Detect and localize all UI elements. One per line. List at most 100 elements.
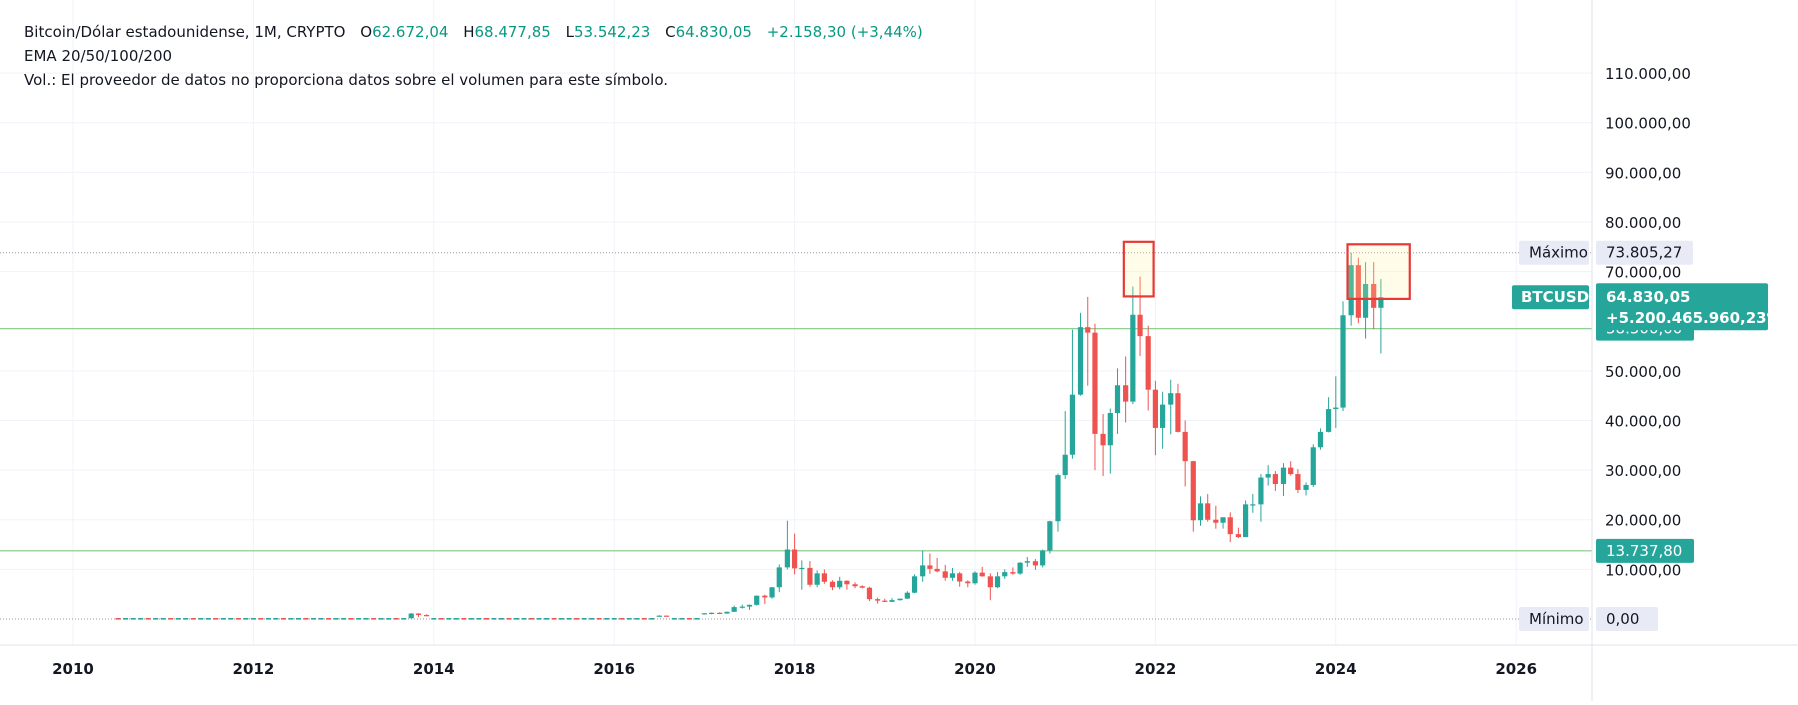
candle-body bbox=[1250, 504, 1256, 506]
candle-body bbox=[415, 613, 422, 616]
candle bbox=[746, 604, 753, 610]
candle bbox=[874, 597, 881, 604]
candle bbox=[1258, 474, 1264, 522]
candle-body bbox=[882, 600, 888, 602]
candle-flat bbox=[153, 618, 159, 620]
last-price-tag: 64.830,05 +5.200.465.960,23% bbox=[1596, 283, 1782, 331]
candle-body bbox=[769, 587, 775, 598]
candle-body bbox=[807, 567, 813, 585]
candle-body bbox=[934, 568, 940, 572]
level-low-tag-bg bbox=[1596, 538, 1694, 563]
candle-body bbox=[859, 586, 865, 588]
candle-body bbox=[1243, 504, 1249, 538]
candle-flat bbox=[348, 618, 354, 620]
candle bbox=[844, 580, 850, 590]
candle-flat bbox=[326, 618, 332, 620]
candle bbox=[1265, 465, 1271, 486]
candle-body bbox=[814, 573, 820, 585]
y-tick-label: 90.000,00 bbox=[1605, 164, 1681, 182]
candle bbox=[1145, 325, 1151, 411]
x-tick-label: 2014 bbox=[413, 660, 455, 678]
ema-indicator-label[interactable]: EMA 20/50/100/200 bbox=[24, 47, 173, 65]
candle bbox=[866, 586, 873, 602]
candle-body bbox=[1265, 474, 1271, 478]
x-tick-label: 2024 bbox=[1315, 660, 1357, 678]
candle-body bbox=[957, 573, 963, 582]
candle-body bbox=[965, 581, 971, 584]
candle-flat bbox=[566, 618, 572, 620]
candle-body bbox=[1077, 327, 1084, 395]
candle bbox=[1024, 556, 1030, 567]
candle-body bbox=[1017, 562, 1023, 574]
candle bbox=[1205, 493, 1211, 522]
candle-body bbox=[1107, 413, 1113, 446]
candle-flat bbox=[694, 618, 700, 620]
candle-body bbox=[1130, 314, 1136, 402]
symbol-tag-text: BTCUSD bbox=[1521, 288, 1589, 306]
candle bbox=[754, 595, 760, 606]
candle-flat bbox=[634, 618, 640, 620]
candle bbox=[1317, 428, 1324, 450]
candle-body bbox=[1092, 332, 1098, 434]
candle-flat bbox=[521, 618, 527, 620]
candle-flat bbox=[220, 618, 226, 620]
candle-flat bbox=[626, 618, 632, 620]
candle bbox=[942, 564, 948, 581]
candle-flat bbox=[250, 618, 256, 620]
candle-flat bbox=[198, 618, 204, 620]
candle-flat bbox=[671, 618, 677, 620]
candle-body bbox=[1123, 385, 1129, 402]
candle-body bbox=[1085, 327, 1091, 333]
candle-flat bbox=[160, 618, 166, 620]
candle-body bbox=[1168, 393, 1174, 405]
candle-body bbox=[1040, 550, 1046, 566]
candle bbox=[1197, 496, 1204, 526]
candle bbox=[904, 591, 910, 599]
candle-body bbox=[852, 584, 858, 587]
candle bbox=[1182, 420, 1188, 487]
candle-body bbox=[408, 613, 414, 619]
candle bbox=[1190, 460, 1196, 532]
candle-flat bbox=[378, 618, 384, 620]
candle-body bbox=[1197, 503, 1204, 521]
candle-body bbox=[739, 606, 745, 608]
candle-body bbox=[1227, 517, 1233, 535]
min-value-tag-bg bbox=[1596, 607, 1658, 631]
candle-flat bbox=[288, 618, 294, 620]
candle bbox=[1152, 380, 1158, 456]
candle-body bbox=[1340, 315, 1346, 408]
candle bbox=[1235, 527, 1241, 539]
candle bbox=[762, 594, 768, 605]
candle-flat bbox=[175, 618, 181, 620]
level-low-tag-text: 13.737,80 bbox=[1606, 542, 1682, 560]
candle-flat bbox=[356, 618, 362, 620]
candle-flat bbox=[649, 618, 655, 620]
close-label: C bbox=[665, 23, 676, 41]
candle-body bbox=[1190, 461, 1196, 521]
grid-lines bbox=[0, 0, 1592, 645]
x-tick-label: 2018 bbox=[774, 660, 816, 678]
y-tick-label: 40.000,00 bbox=[1605, 412, 1681, 430]
candle-body bbox=[709, 612, 715, 614]
candle-body bbox=[1362, 283, 1369, 318]
max-label-tag-bg bbox=[1519, 240, 1589, 265]
candle bbox=[821, 569, 827, 584]
candle-body bbox=[746, 604, 753, 607]
candle bbox=[837, 576, 843, 590]
candles bbox=[115, 252, 1384, 620]
candle-body bbox=[1288, 467, 1294, 475]
candle-body bbox=[874, 599, 881, 601]
candle-body bbox=[1235, 534, 1241, 538]
candle bbox=[1055, 473, 1061, 532]
candle-flat bbox=[438, 618, 444, 620]
candle-flat bbox=[604, 618, 610, 620]
low-value: 53.542,23 bbox=[573, 23, 651, 41]
candle bbox=[1017, 562, 1023, 575]
x-tick-label: 2022 bbox=[1135, 660, 1177, 678]
candle-body bbox=[1002, 572, 1008, 577]
candle-flat bbox=[559, 618, 565, 620]
candle-body bbox=[1114, 385, 1121, 414]
candle bbox=[423, 614, 430, 617]
x-tick-label: 2016 bbox=[593, 660, 635, 678]
